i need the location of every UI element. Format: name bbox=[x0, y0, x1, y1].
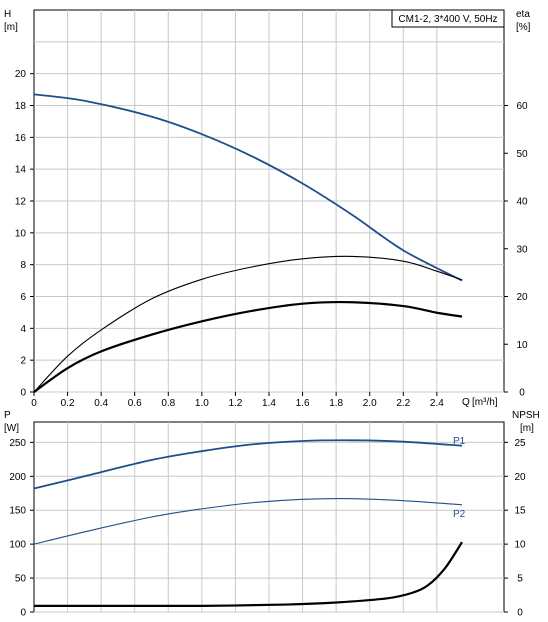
eta-tick-label: 0 bbox=[519, 388, 525, 399]
eta-tick-label: 20 bbox=[516, 292, 528, 303]
npsh-tick-label: 10 bbox=[514, 540, 526, 551]
x-tick-label: 1.8 bbox=[329, 398, 343, 409]
bottom-y-ticks: 0 50 100 150 200 250 bbox=[9, 438, 34, 619]
top-y2-ticks: 0 10 20 30 40 50 60 bbox=[504, 101, 528, 399]
top-series bbox=[33, 93, 463, 393]
x-tick-label: 2.2 bbox=[396, 398, 410, 409]
x-tick-label: 0.2 bbox=[61, 398, 75, 409]
x-tick-label: 0 bbox=[31, 398, 37, 409]
power-axis-unit: [W] bbox=[4, 423, 19, 434]
npsh-tick-label: 0 bbox=[517, 608, 523, 619]
x-tick-label: 1.2 bbox=[228, 398, 242, 409]
top-grid bbox=[34, 10, 504, 393]
x-tick-label: 0.4 bbox=[94, 398, 108, 409]
power-tick-label: 100 bbox=[9, 540, 26, 551]
head-axis-unit: [m] bbox=[4, 22, 18, 33]
x-tick-label: 2.4 bbox=[430, 398, 444, 409]
series-line-head bbox=[33, 93, 463, 282]
series-line-eta-pump bbox=[33, 300, 463, 393]
series-label-p1: P1 bbox=[453, 436, 466, 447]
x-tick-label: 1.6 bbox=[296, 398, 310, 409]
bottom-y2-ticks: 0 5 10 15 20 25 bbox=[504, 438, 526, 619]
head-tick-label: 18 bbox=[15, 101, 27, 112]
series-line-eta-total bbox=[33, 255, 463, 393]
series-line-npsh bbox=[34, 541, 463, 608]
head-tick-label: 4 bbox=[20, 324, 26, 335]
bottom-series bbox=[33, 439, 463, 608]
bottom-grid bbox=[34, 422, 504, 613]
x-tick-label: 1.4 bbox=[262, 398, 276, 409]
flow-axis-label: Q bbox=[462, 397, 470, 408]
head-tick-label: 12 bbox=[15, 197, 27, 208]
npsh-tick-label: 20 bbox=[514, 472, 526, 483]
eta-tick-label: 50 bbox=[516, 149, 528, 160]
head-tick-label: 10 bbox=[15, 228, 27, 239]
flow-axis-unit: [m³/h] bbox=[472, 397, 498, 408]
top-x-ticks: 0 0.2 0.4 0.6 0.8 1.0 1.2 1.4 1.6 1.8 2.0 2.2 2.4 bbox=[31, 392, 444, 409]
head-axis-label: H bbox=[4, 9, 11, 20]
x-tick-label: 0.6 bbox=[128, 398, 142, 409]
power-tick-label: 150 bbox=[9, 506, 26, 517]
power-npsh-panel: 0 50 100 150 200 250 0 5 10 15 20 25 P [W] NPSH [m… bbox=[4, 410, 540, 619]
head-tick-label: 14 bbox=[15, 165, 27, 176]
eta-axis-unit: [%] bbox=[516, 22, 531, 33]
head-tick-label: 8 bbox=[20, 260, 26, 271]
npsh-axis-unit: [m] bbox=[520, 423, 534, 434]
x-tick-label: 1.0 bbox=[195, 398, 209, 409]
npsh-axis-label: NPSH bbox=[512, 410, 540, 421]
power-tick-label: 250 bbox=[9, 438, 26, 449]
head-tick-label: 16 bbox=[15, 133, 27, 144]
npsh-tick-label: 15 bbox=[514, 506, 526, 517]
chart-title: CM1-2, 3*400 V, 50Hz bbox=[398, 14, 497, 25]
head-efficiency-panel: 0 0.2 0.4 0.6 0.8 1.0 1.2 1.4 1.6 1.8 2.0 2.2 2.4 0 2… bbox=[4, 9, 531, 409]
npsh-tick-label: 5 bbox=[517, 574, 523, 585]
head-tick-label: 2 bbox=[20, 356, 26, 367]
series-label-p2: P2 bbox=[453, 509, 466, 520]
head-tick-label: 0 bbox=[20, 388, 26, 399]
power-tick-label: 200 bbox=[9, 472, 26, 483]
head-tick-label: 6 bbox=[20, 292, 26, 303]
x-tick-label: 0.8 bbox=[161, 398, 175, 409]
power-axis-label: P bbox=[4, 410, 11, 421]
x-tick-label: 2.0 bbox=[363, 398, 377, 409]
series-line-P2 bbox=[33, 498, 463, 545]
power-tick-label: 50 bbox=[15, 574, 27, 585]
head-tick-label: 20 bbox=[15, 69, 27, 80]
chart-title-box: CM1-2, 3*400 V, 50Hz bbox=[391, 9, 505, 28]
eta-tick-label: 40 bbox=[516, 197, 528, 208]
eta-tick-label: 10 bbox=[516, 340, 528, 351]
eta-tick-label: 30 bbox=[516, 244, 528, 255]
npsh-tick-label: 25 bbox=[514, 438, 526, 449]
power-tick-label: 0 bbox=[20, 608, 26, 619]
top-y-ticks: 0 2 4 6 8 10 12 14 16 18 20 bbox=[15, 69, 34, 399]
eta-axis-label: eta bbox=[516, 9, 530, 20]
eta-tick-label: 60 bbox=[516, 101, 528, 112]
series-line-P1 bbox=[33, 439, 463, 490]
